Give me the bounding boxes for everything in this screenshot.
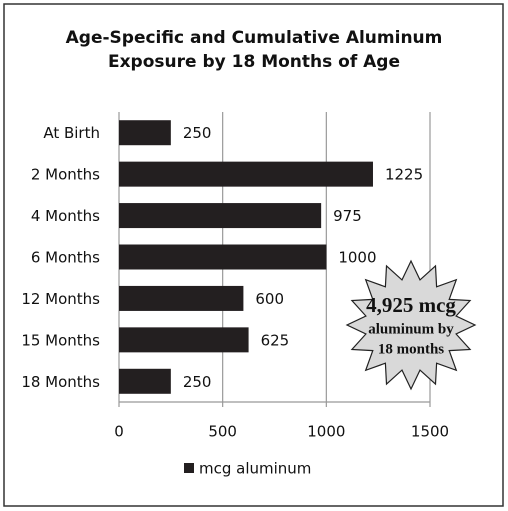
bar bbox=[119, 327, 249, 353]
y-tick-label: 18 Months bbox=[21, 373, 100, 391]
value-label: 250 bbox=[183, 373, 212, 391]
y-tick-label: 6 Months bbox=[31, 249, 100, 267]
y-tick-label: 15 Months bbox=[21, 331, 100, 349]
y-tick-label: At Birth bbox=[43, 124, 100, 142]
annotation: aluminum by bbox=[368, 321, 454, 337]
y-tick-label: 2 Months bbox=[31, 166, 100, 184]
y-tick-label: 4 Months bbox=[31, 207, 100, 225]
bar bbox=[119, 368, 171, 394]
annotation: 18 months bbox=[378, 341, 444, 357]
x-tick-label: 500 bbox=[208, 423, 237, 441]
chart-title: Age-Specific and Cumulative Aluminum Exp… bbox=[65, 28, 443, 72]
frame bbox=[3, 3, 504, 507]
x-tick-label: 1500 bbox=[411, 423, 449, 441]
legend-swatch bbox=[184, 463, 194, 473]
value-label: 600 bbox=[255, 290, 284, 308]
value-label: 1000 bbox=[338, 249, 376, 267]
annotation: 4,925 mcg bbox=[366, 293, 456, 317]
bar bbox=[119, 161, 373, 187]
legend-label: mcg aluminum bbox=[199, 460, 311, 478]
value-label: 1225 bbox=[385, 166, 423, 184]
value-label: 975 bbox=[333, 207, 362, 225]
value-label: 625 bbox=[261, 331, 290, 349]
bar bbox=[119, 285, 244, 311]
bar bbox=[119, 203, 322, 229]
x-tick-label: 1000 bbox=[307, 423, 345, 441]
bar bbox=[119, 244, 327, 270]
x-tick-label: 0 bbox=[114, 423, 124, 441]
starburst bbox=[345, 259, 477, 391]
value-label: 250 bbox=[183, 124, 212, 142]
y-tick-label: 12 Months bbox=[21, 290, 100, 308]
bar bbox=[119, 120, 171, 146]
